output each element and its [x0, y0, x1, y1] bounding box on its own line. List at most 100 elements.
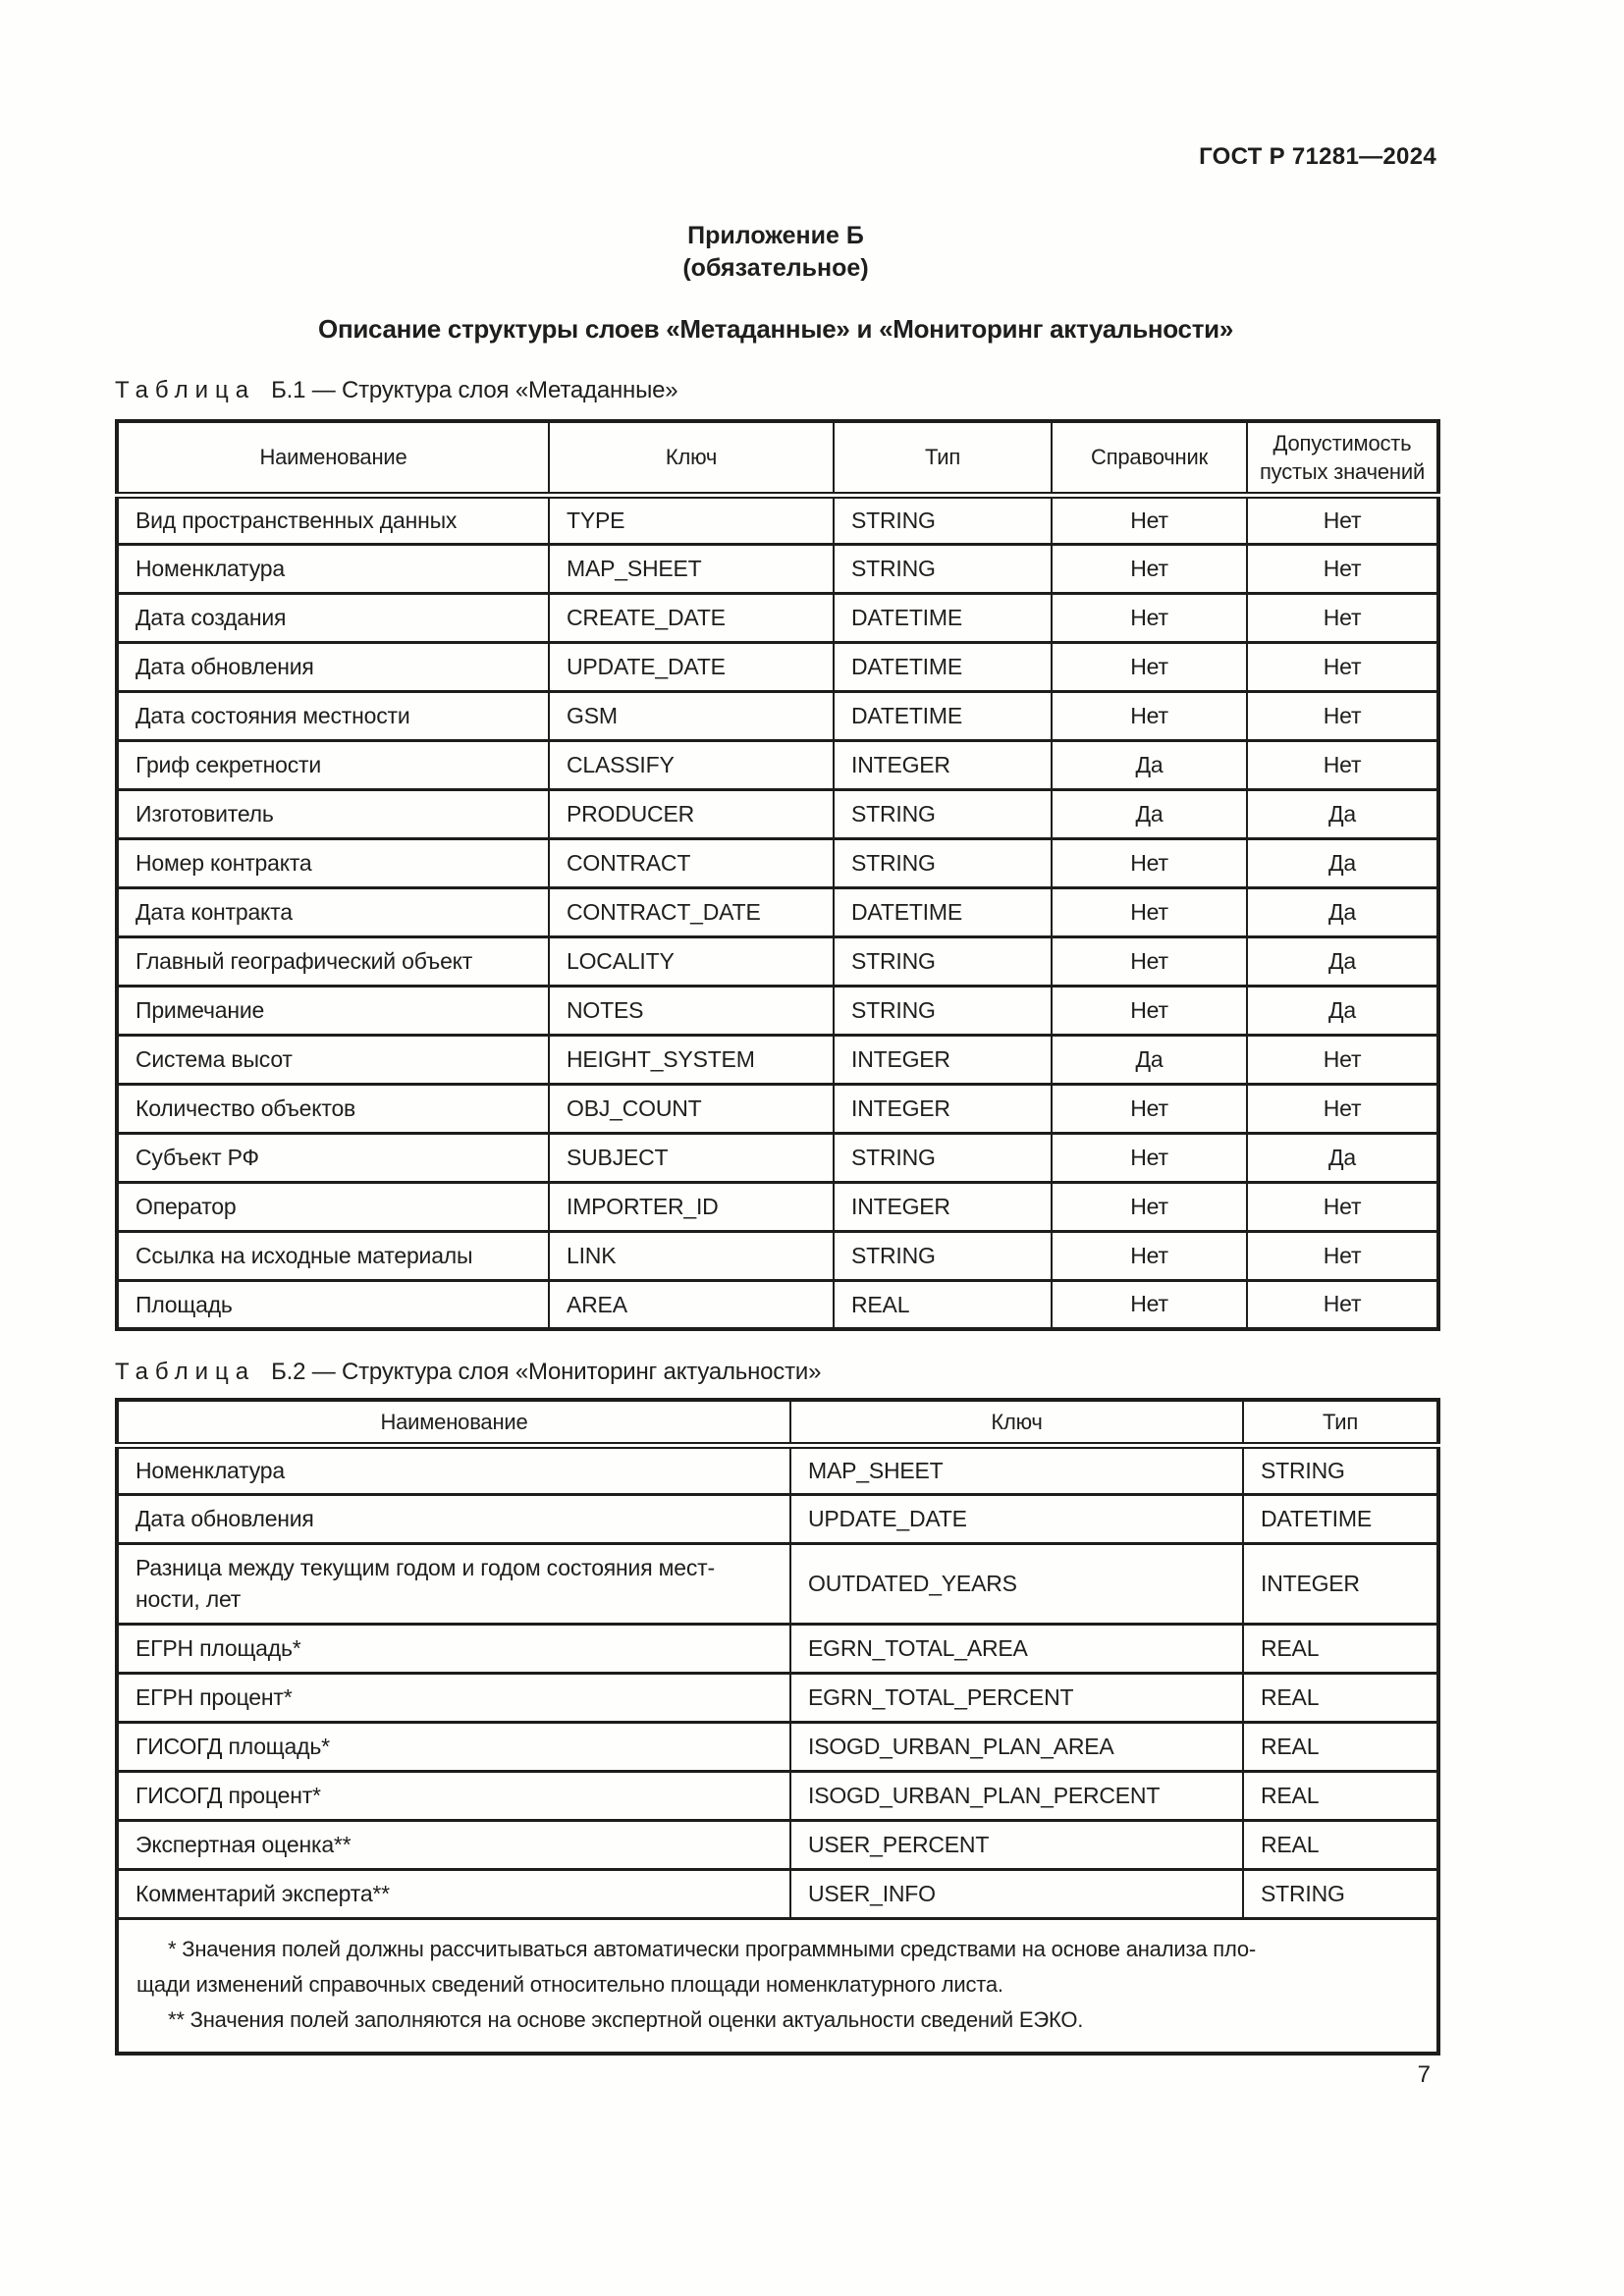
table-row: Примечание NOTES STRING Нет Да — [116, 984, 1439, 1037]
cell-key: HEIGHT_SYSTEM — [548, 1033, 835, 1086]
table-b1: Наименование Ключ Тип Справочник Допусти… — [115, 419, 1440, 1331]
cell-type: DATETIME — [833, 591, 1053, 644]
cell-nullable: Нет — [1246, 738, 1439, 791]
cell-name: Вид пространственных данных — [116, 493, 550, 546]
cell-type: DATETIME — [833, 885, 1053, 938]
cell-key: SUBJECT — [548, 1131, 835, 1184]
table-row: Оператор IMPORTER_ID INTEGER Нет Нет — [116, 1180, 1439, 1233]
cell-type: REAL — [1242, 1720, 1439, 1773]
column-header-type: Тип — [833, 419, 1053, 499]
cell-key: ISOGD_URBAN_PLAN_PERCENT — [789, 1769, 1244, 1822]
cell-nullable: Да — [1246, 885, 1439, 938]
table-row: Экспертная оценка** USER_PERCENT REAL — [116, 1818, 1439, 1871]
cell-nullable: Да — [1246, 934, 1439, 988]
cell-type: STRING — [1242, 1867, 1439, 1920]
cell-name: Номенклатура — [116, 542, 550, 595]
table-b2-header-row: Наименование Ключ Тип — [116, 1398, 1439, 1449]
cell-ref: Нет — [1051, 836, 1248, 889]
footnotes-cell: * Значения полей должны рассчитываться а… — [116, 1916, 1439, 2055]
cell-nullable: Да — [1246, 787, 1439, 840]
column-header-ref: Справочник — [1051, 419, 1248, 499]
cell-key: LOCALITY — [548, 934, 835, 988]
table-b1-caption-word: Таблица — [115, 377, 256, 403]
footnotes-row: * Значения полей должны рассчитываться а… — [116, 1916, 1439, 2055]
cell-name: Экспертная оценка** — [116, 1818, 791, 1871]
table-row: ЕГРН площадь* EGRN_TOTAL_AREA REAL — [116, 1622, 1439, 1675]
cell-key: USER_PERCENT — [789, 1818, 1244, 1871]
cell-type: REAL — [833, 1278, 1053, 1331]
table-b2: Наименование Ключ Тип Номенклатура MAP_SH… — [115, 1398, 1440, 2056]
cell-type: STRING — [833, 984, 1053, 1037]
table-row: Главный географический объект LOCALITY STR… — [116, 934, 1439, 988]
cell-ref: Нет — [1051, 640, 1248, 693]
cell-type: REAL — [1242, 1622, 1439, 1675]
cell-ref: Да — [1051, 738, 1248, 791]
table-b2-caption: Таблица Б.2 — Структура слоя «Мониторинг … — [115, 1359, 821, 1386]
cell-name: Изготовитель — [116, 787, 550, 840]
column-header-type: Тип — [1242, 1398, 1439, 1449]
cell-nullable: Нет — [1246, 640, 1439, 693]
cell-key: NOTES — [548, 984, 835, 1037]
table-row: Номенклатура MAP_SHEET STRING — [116, 1443, 1439, 1496]
cell-name: Оператор — [116, 1180, 550, 1233]
cell-name: Разница между текущим годом и годом сост… — [116, 1541, 791, 1626]
cell-key: LINK — [548, 1229, 835, 1282]
table-row: Дата обновления UPDATE_DATE DATETIME Нет Нет — [116, 640, 1439, 693]
cell-name: Номер контракта — [116, 836, 550, 889]
cell-key: GSM — [548, 689, 835, 742]
cell-nullable: Нет — [1246, 1229, 1439, 1282]
cell-type: STRING — [833, 934, 1053, 988]
cell-name: Дата создания — [116, 591, 550, 644]
cell-name: ЕГРН площадь* — [116, 1622, 791, 1675]
cell-name: ГИСОГД площадь* — [116, 1720, 791, 1773]
cell-nullable: Нет — [1246, 1180, 1439, 1233]
cell-type: INTEGER — [833, 1082, 1053, 1135]
cell-nullable: Да — [1246, 836, 1439, 889]
cell-name: Дата контракта — [116, 885, 550, 938]
cell-name: ГИСОГД процент* — [116, 1769, 791, 1822]
table-b1-header-row: Наименование Ключ Тип Справочник Допусти… — [116, 419, 1439, 499]
table-row: Количество объектов OBJ_COUNT INTEGER Нет Не… — [116, 1082, 1439, 1135]
cell-key: EGRN_TOTAL_PERCENT — [789, 1671, 1244, 1724]
table-row: Вид пространственных данных TYPE STRING Нет… — [116, 493, 1439, 546]
cell-ref: Нет — [1051, 1180, 1248, 1233]
footnote-1: * Значения полей должны рассчитываться а… — [136, 1936, 1257, 1997]
table-row: Гриф секретности CLASSIFY INTEGER Да Нет — [116, 738, 1439, 791]
cell-type: REAL — [1242, 1671, 1439, 1724]
cell-name: Дата обновления — [116, 640, 550, 693]
cell-ref: Нет — [1051, 885, 1248, 938]
cell-type: INTEGER — [833, 738, 1053, 791]
cell-key: IMPORTER_ID — [548, 1180, 835, 1233]
cell-nullable: Нет — [1246, 542, 1439, 595]
cell-key: CREATE_DATE — [548, 591, 835, 644]
cell-name: Примечание — [116, 984, 550, 1037]
cell-name: Субъект РФ — [116, 1131, 550, 1184]
table-row: ГИСОГД площадь* ISOGD_URBAN_PLAN_AREA REAL — [116, 1720, 1439, 1773]
cell-type: DATETIME — [833, 689, 1053, 742]
cell-key: CLASSIFY — [548, 738, 835, 791]
cell-ref: Нет — [1051, 984, 1248, 1037]
table-row: Номенклатура MAP_SHEET STRING Нет Нет — [116, 542, 1439, 595]
cell-nullable: Нет — [1246, 689, 1439, 742]
cell-ref: Нет — [1051, 1229, 1248, 1282]
cell-name: Количество объектов — [116, 1082, 550, 1135]
table-b2-body: Номенклатура MAP_SHEET STRING Дата обновле… — [116, 1443, 1439, 2055]
section-title: Описание структуры слоев «Метаданные» и … — [318, 314, 1233, 344]
column-header-nullable: Допустимость пустых значений — [1246, 419, 1439, 499]
table-row: Субъект РФ SUBJECT STRING Нет Да — [116, 1131, 1439, 1184]
cell-type: REAL — [1242, 1818, 1439, 1871]
cell-ref: Нет — [1051, 542, 1248, 595]
footnote-2: ** Значения полей заполняются на основе … — [168, 2006, 1084, 2032]
cell-ref: Нет — [1051, 493, 1248, 546]
cell-key: UPDATE_DATE — [548, 640, 835, 693]
table-row: Дата контракта CONTRACT_DATE DATETIME Нет Да — [116, 885, 1439, 938]
cell-type: STRING — [1242, 1443, 1439, 1496]
cell-key: CONTRACT_DATE — [548, 885, 835, 938]
cell-name: Ссылка на исходные материалы — [116, 1229, 550, 1282]
cell-ref: Нет — [1051, 934, 1248, 988]
table-row: Система высот HEIGHT_SYSTEM INTEGER Да Нет — [116, 1033, 1439, 1086]
table-b1-header: Наименование Ключ Тип Справочник Допусти… — [116, 419, 1439, 499]
table-row: Дата обновления UPDATE_DATE DATETIME — [116, 1492, 1439, 1545]
cell-nullable: Нет — [1246, 493, 1439, 546]
